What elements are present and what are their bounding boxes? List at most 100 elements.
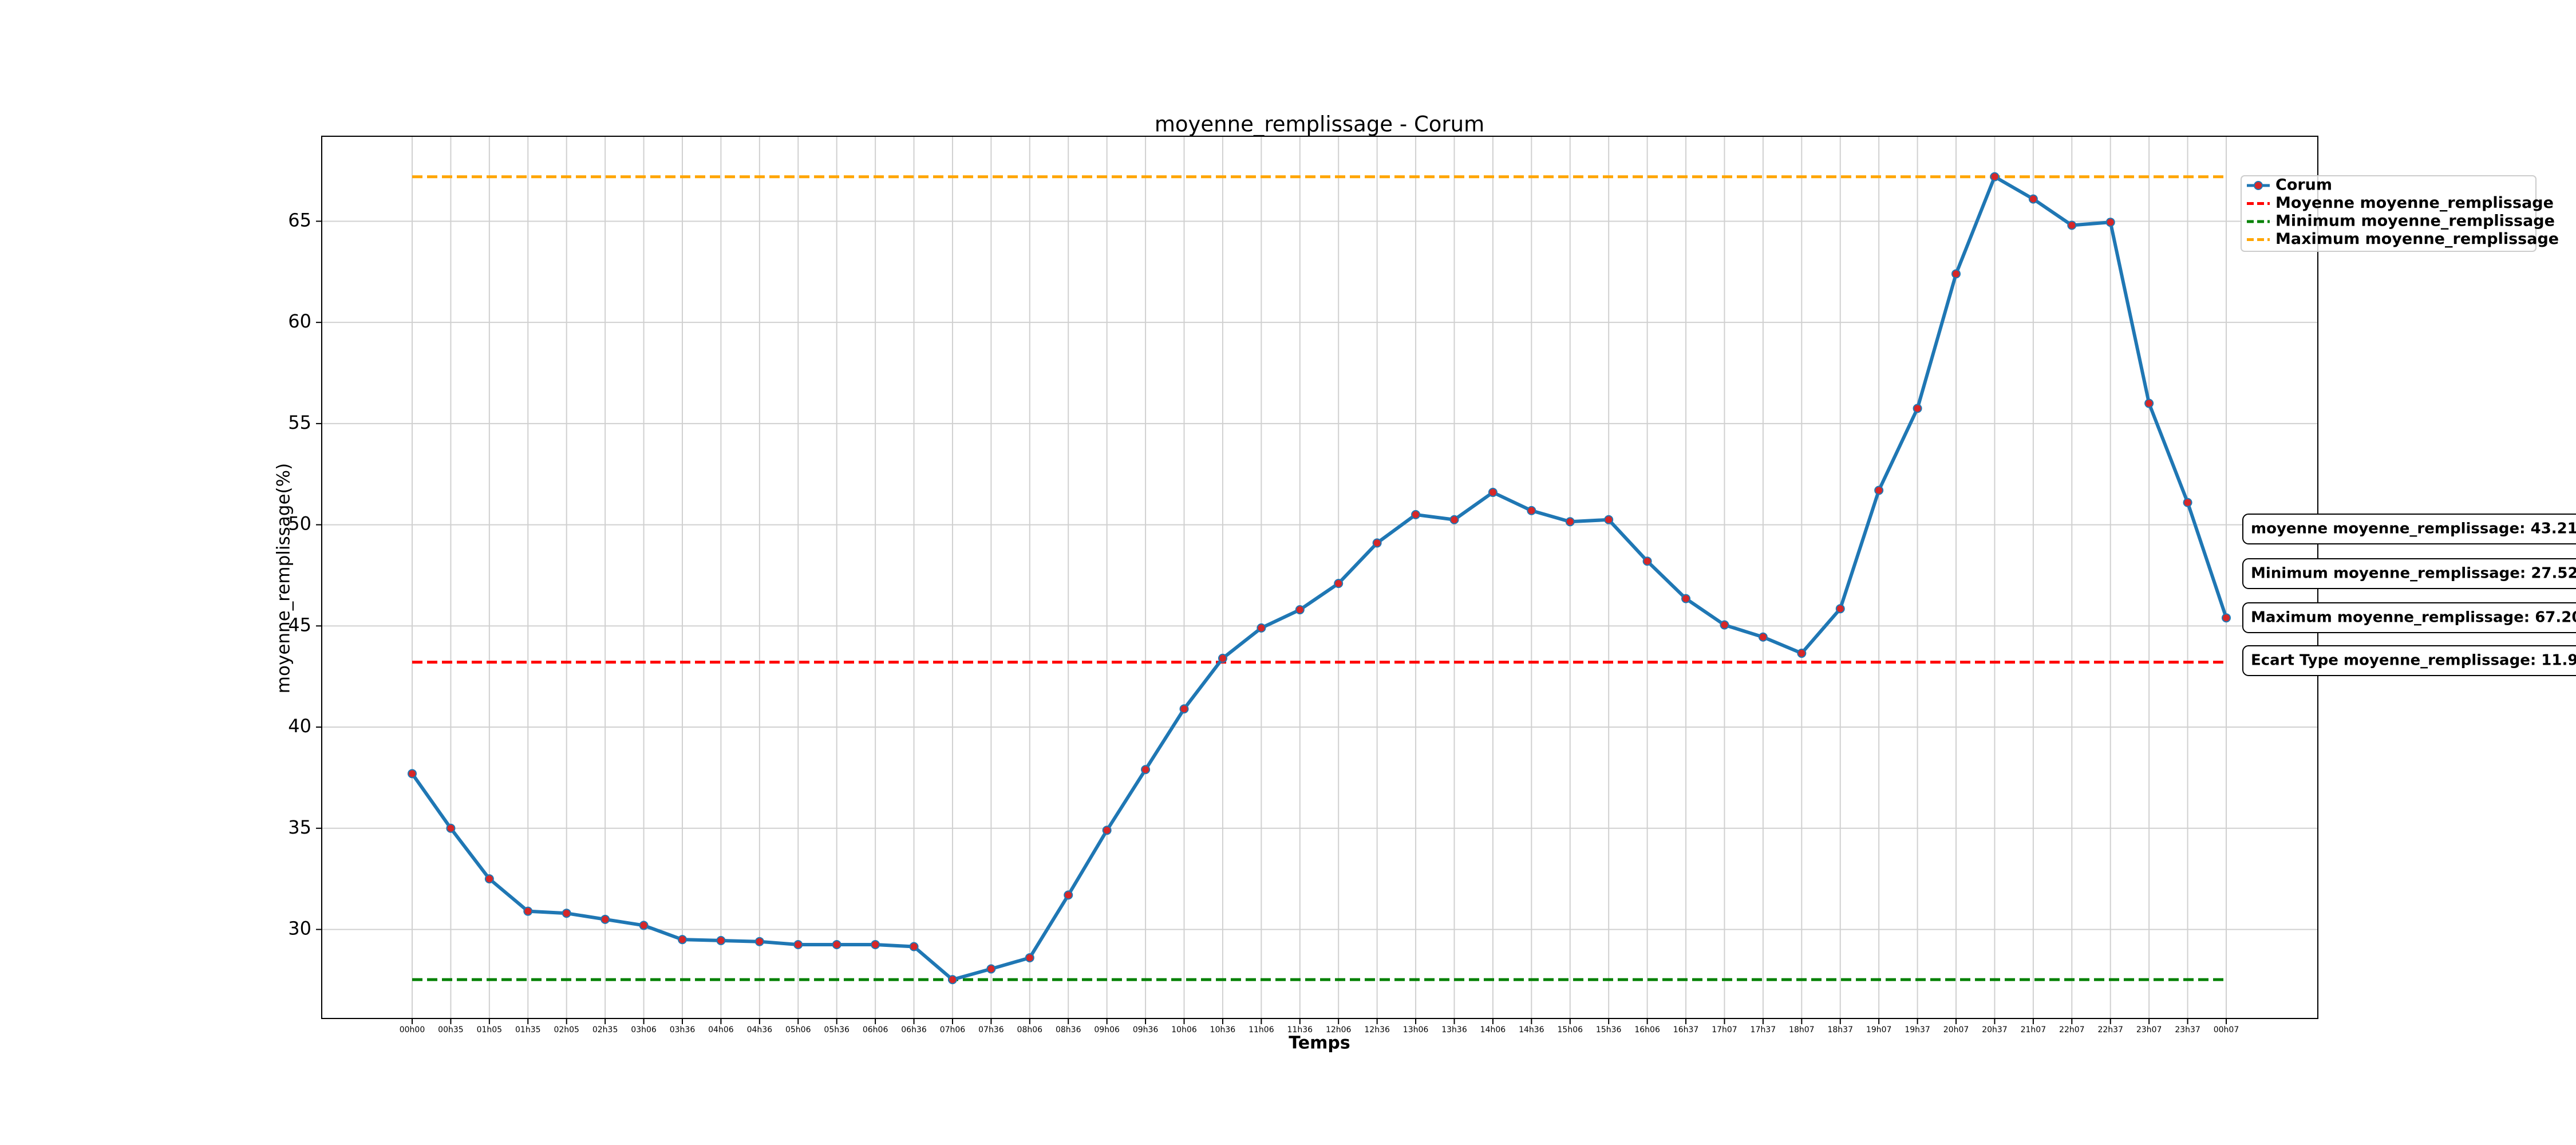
- x-tick-label: 15h36: [1596, 1025, 1622, 1035]
- x-tick-label: 04h06: [708, 1025, 734, 1035]
- data-point: [1720, 620, 1729, 630]
- y-tick-label: 30: [288, 917, 311, 939]
- x-tick-label: 00h35: [438, 1025, 464, 1035]
- data-point: [1141, 765, 1151, 775]
- x-tick-label: 10h06: [1171, 1025, 1197, 1035]
- data-point: [1102, 826, 1112, 835]
- annotation-text: Minimum moyenne_remplissage: 27.52%: [2251, 565, 2576, 582]
- data-point: [2067, 220, 2077, 230]
- data-point: [754, 937, 764, 946]
- x-tick-label: 18h37: [1827, 1025, 1853, 1035]
- data-point: [1527, 506, 1536, 515]
- x-tick-label: 05h36: [824, 1025, 850, 1035]
- y-tick-label: 50: [288, 513, 311, 535]
- x-tick-label: 14h06: [1480, 1025, 1506, 1035]
- data-point: [1758, 632, 1768, 642]
- data-point: [947, 975, 957, 985]
- data-point: [909, 942, 919, 951]
- x-tick-label: 19h07: [1866, 1025, 1892, 1035]
- annotation: Ecart Type moyenne_remplissage: 11.99: [2242, 645, 2576, 676]
- x-tick-label: 19h37: [1905, 1025, 1930, 1035]
- data-point: [523, 906, 533, 916]
- legend-box: [2241, 175, 2537, 252]
- series-line: [410, 175, 2228, 982]
- x-tick-label: 09h36: [1133, 1025, 1159, 1035]
- y-tick-label: 40: [288, 715, 311, 737]
- data-point: [677, 935, 687, 945]
- chart-title: moyenne_remplissage - Corum: [1155, 112, 1484, 137]
- x-tick-label: 11h36: [1287, 1025, 1313, 1035]
- x-tick-label: 03h06: [631, 1025, 657, 1035]
- annotation: moyenne moyenne_remplissage: 43.21%: [2242, 514, 2576, 544]
- x-tick-label: 02h05: [554, 1025, 579, 1035]
- data-point: [2183, 498, 2192, 507]
- x-tick-label: 01h05: [477, 1025, 503, 1035]
- x-tick-label: 13h06: [1403, 1025, 1429, 1035]
- x-tick-label: 13h36: [1441, 1025, 1467, 1035]
- x-tick-label: 05h06: [785, 1025, 811, 1035]
- data-point: [2222, 613, 2231, 623]
- data-point: [1951, 269, 1961, 279]
- x-tick-label: 18h07: [1789, 1025, 1815, 1035]
- x-tick-label: 23h07: [2136, 1025, 2162, 1035]
- x-tick-label: 03h36: [670, 1025, 696, 1035]
- x-tick-label: 07h36: [978, 1025, 1004, 1035]
- y-tick-label: 60: [288, 310, 311, 332]
- x-tick-label: 08h06: [1017, 1025, 1043, 1035]
- data-point: [986, 964, 996, 974]
- y-tick-label: 65: [288, 209, 311, 231]
- data-point: [793, 939, 803, 949]
- x-tick-label: 14h36: [1519, 1025, 1544, 1035]
- x-tick-label: 11h06: [1249, 1025, 1274, 1035]
- x-tick-label: 12h06: [1326, 1025, 1352, 1035]
- legend-label: Minimum moyenne_remplissage: [2275, 212, 2555, 230]
- data-point: [1913, 404, 1922, 413]
- data-point: [1064, 890, 1073, 900]
- data-point: [1257, 623, 1266, 633]
- data-point: [2105, 218, 2115, 227]
- y-tick-label: 45: [288, 614, 311, 635]
- x-tick-label: 06h06: [863, 1025, 888, 1035]
- data-point: [832, 939, 841, 949]
- x-tick-label: 12h36: [1364, 1025, 1390, 1035]
- x-tick-label: 02h35: [592, 1025, 618, 1035]
- data-point: [1025, 953, 1034, 962]
- annotation-text: moyenne moyenne_remplissage: 43.21%: [2251, 520, 2576, 538]
- data-point: [562, 909, 571, 918]
- x-tick-label: 10h36: [1210, 1025, 1236, 1035]
- x-tick-label: 16h06: [1634, 1025, 1660, 1035]
- x-tick-label: 17h37: [1751, 1025, 1776, 1035]
- data-point: [2028, 194, 2038, 204]
- data-point: [1874, 485, 1884, 495]
- annotation: Maximum moyenne_remplissage: 67.20%: [2242, 602, 2576, 633]
- annotation-box: [2242, 602, 2576, 633]
- x-tick-label: 04h36: [747, 1025, 773, 1035]
- legend-label: Corum: [2275, 176, 2332, 194]
- data-point: [1449, 515, 1459, 524]
- data-point: [1642, 556, 1652, 566]
- x-tick-label: 09h06: [1094, 1025, 1120, 1035]
- data-point: [1488, 488, 1498, 498]
- data-point: [1372, 538, 1382, 548]
- data-point: [600, 914, 610, 924]
- x-tick-label: 21h07: [2021, 1025, 2046, 1035]
- data-point: [1295, 605, 1305, 615]
- legend-marker: [2254, 181, 2263, 190]
- y-tick-label: 55: [288, 412, 311, 433]
- x-tick-label: 23h37: [2175, 1025, 2200, 1035]
- x-tick-label: 20h37: [1982, 1025, 2008, 1035]
- x-axis-label: Temps: [1289, 1033, 1350, 1053]
- plot-frame: [321, 136, 2318, 1019]
- data-point: [639, 921, 649, 930]
- data-point: [1411, 510, 1421, 519]
- x-tick-label: 16h37: [1673, 1025, 1699, 1035]
- x-tick-label: 01h35: [515, 1025, 541, 1035]
- x-tick-label: 22h37: [2097, 1025, 2123, 1035]
- x-tick-label: 00h07: [2214, 1025, 2239, 1035]
- data-point: [1218, 653, 1227, 663]
- annotation-text: Ecart Type moyenne_remplissage: 11.99: [2251, 652, 2576, 669]
- data-point: [408, 769, 417, 779]
- data-point: [1797, 649, 1807, 658]
- y-axis-label: moyenne_remplissage(%): [274, 463, 294, 693]
